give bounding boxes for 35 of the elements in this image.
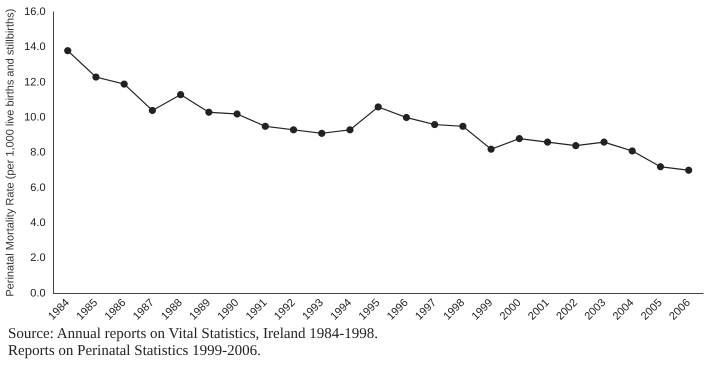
y-tick-label: 8.0 [30, 146, 46, 159]
point [148, 106, 156, 114]
point [459, 122, 466, 130]
point [431, 120, 438, 128]
point [656, 163, 664, 170]
point [572, 142, 580, 150]
point [233, 110, 241, 118]
point [205, 108, 212, 116]
y-tick-label: 0.0 [30, 287, 46, 300]
point [290, 126, 298, 134]
point [544, 138, 552, 146]
source-note: Source: Annual reports on Vital Statistics, Ireland 1984-1998. [8, 326, 380, 343]
y-tick-label: 10.0 [24, 112, 46, 124]
point [685, 166, 692, 174]
point [488, 146, 495, 153]
point [120, 80, 128, 88]
point [318, 130, 326, 137]
point [346, 126, 354, 134]
y-tick-label: 2.0 [30, 252, 46, 264]
point [600, 138, 608, 146]
text: Reports on Perinatal Statistics 1999-2006. [8, 343, 262, 360]
point [628, 147, 636, 155]
point [516, 135, 523, 142]
point [177, 91, 184, 98]
point [374, 103, 382, 111]
y-tick-label: 16.0 [24, 6, 46, 18]
point [262, 122, 269, 130]
point [92, 73, 100, 81]
y-tick-label: 6.0 [30, 182, 46, 194]
point [64, 47, 72, 54]
y-tick-label: 4.0 [30, 217, 46, 230]
y-tick-label: 12.0 [24, 76, 46, 88]
point [402, 114, 410, 122]
y-tick-label: 14.0 [24, 41, 46, 54]
y-axis-title: Perinatal Mortality Rate (per 1,000 live births and stillbirths) [4, 8, 17, 297]
